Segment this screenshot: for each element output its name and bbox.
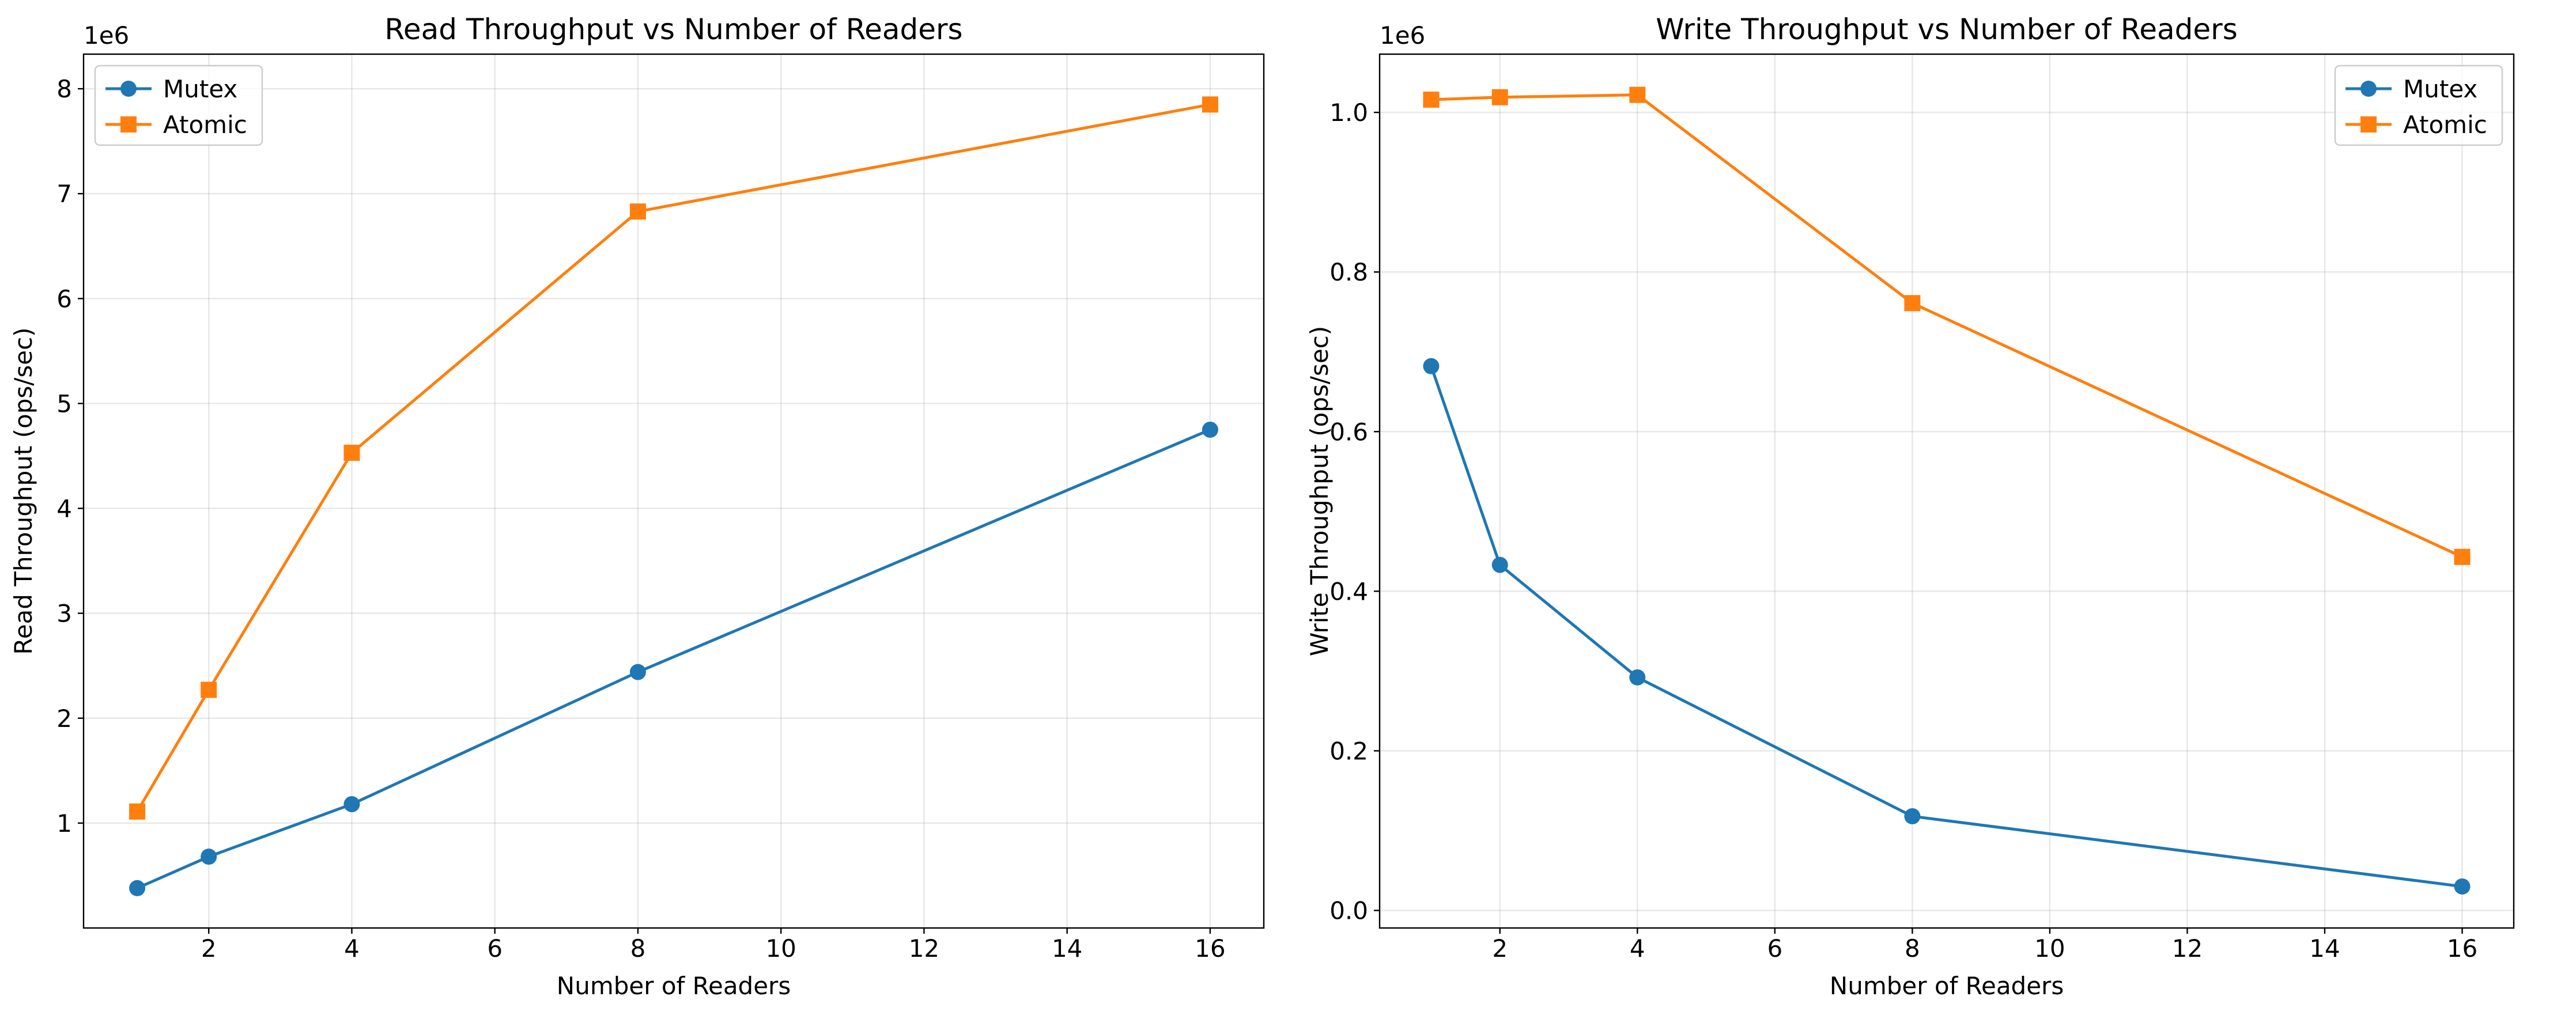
y-tick-label: 7 [56, 180, 72, 208]
x-tick-label: 10 [765, 934, 796, 963]
x-tick-label: 16 [1195, 934, 1225, 963]
legend-label-atomic: Atomic [2403, 111, 2487, 139]
x-tick-label: 6 [1767, 934, 1782, 963]
data-point-mutex [1904, 808, 1921, 825]
legend-marker-mutex [120, 81, 137, 97]
x-axis-label: Number of Readers [557, 972, 791, 1000]
y-tick-label: 0.6 [1329, 418, 1368, 446]
x-axis-label: Number of Readers [1830, 972, 2064, 1000]
series-line-atomic [1431, 93, 2463, 559]
data-point-atomic [343, 445, 360, 461]
data-point-mutex [1629, 669, 1646, 685]
data-point-atomic [1491, 89, 1508, 105]
x-tick-label: 14 [1052, 934, 1082, 963]
series-line-mutex [137, 428, 1211, 890]
data-point-mutex [129, 880, 146, 896]
x-tick-label: 14 [2309, 934, 2340, 963]
write-throughput-chart: 2 4 6 8 10 12 14 16 0.0 0.2 0.4 0.6 0.8 1.0 Write Thro… [1305, 13, 2515, 1000]
data-point-mutex [1202, 421, 1218, 438]
y-tick-label: 0.2 [1329, 737, 1368, 765]
x-tick-label: 4 [1630, 934, 1645, 963]
data-point-atomic [1904, 295, 1921, 312]
y-axis-label: Write Throughput (ops/sec) [1305, 326, 1334, 657]
x-tick-label: 16 [2447, 934, 2477, 963]
x-tick-label: 8 [1905, 934, 1920, 963]
data-point-mutex [1491, 556, 1508, 573]
legend-marker-atomic [2360, 116, 2377, 132]
data-point-mutex [2454, 878, 2471, 895]
data-point-mutex [343, 796, 360, 813]
data-point-atomic [201, 681, 217, 698]
y-tick-label: 0.8 [1329, 258, 1368, 286]
x-tick-label: 4 [344, 934, 360, 963]
y-offset-label: 1e6 [84, 21, 129, 50]
data-point-atomic [1423, 91, 1440, 108]
y-offset-label: 1e6 [1380, 21, 1425, 50]
data-point-atomic [1629, 86, 1646, 103]
y-axis-label: Read Throughput (ops/sec) [9, 327, 37, 654]
series-line-atomic [135, 103, 1211, 813]
legend-marker-atomic [120, 116, 137, 132]
legend-label-mutex: Mutex [2403, 75, 2477, 103]
y-tick-label: 1.0 [1329, 99, 1368, 127]
y-tick-label: 0.0 [1329, 897, 1368, 925]
plot-frame [1378, 53, 2515, 929]
x-tick-label: 12 [909, 934, 939, 963]
legend-label-atomic: Atomic [163, 111, 247, 139]
data-point-mutex [201, 848, 217, 865]
legend-marker-mutex [2360, 81, 2377, 97]
legend: Mutex Atomic [94, 65, 263, 146]
y-tick-label: 4 [56, 495, 72, 523]
data-point-mutex [1423, 358, 1440, 374]
y-tick-label: 8 [56, 75, 72, 103]
series-line-mutex [1430, 365, 2462, 888]
x-tick-label: 10 [2034, 934, 2065, 963]
x-tick-label: 8 [630, 934, 646, 963]
legend-label-mutex: Mutex [163, 75, 237, 103]
y-tick-label: 2 [56, 704, 72, 733]
x-tick-label: 2 [1492, 934, 1508, 963]
data-point-atomic [629, 203, 646, 220]
y-tick-label: 3 [56, 600, 72, 628]
plot-frame [82, 53, 1265, 929]
x-tick-label: 2 [201, 934, 217, 963]
legend: Mutex Atomic [2334, 65, 2503, 146]
chart-title: Write Throughput vs Number of Readers [1656, 13, 2238, 46]
y-tick-label: 0.4 [1329, 577, 1368, 605]
x-tick-label: 6 [487, 934, 503, 963]
x-tick-label: 12 [2172, 934, 2203, 963]
data-point-mutex [629, 664, 646, 680]
y-tick-label: 6 [56, 285, 72, 313]
y-tick-label: 1 [56, 809, 72, 838]
chart-title: Read Throughput vs Number of Readers [384, 13, 962, 46]
data-point-atomic [129, 803, 146, 820]
data-point-atomic [1202, 96, 1218, 113]
y-tick-label: 5 [56, 389, 72, 418]
data-point-atomic [2454, 548, 2471, 565]
